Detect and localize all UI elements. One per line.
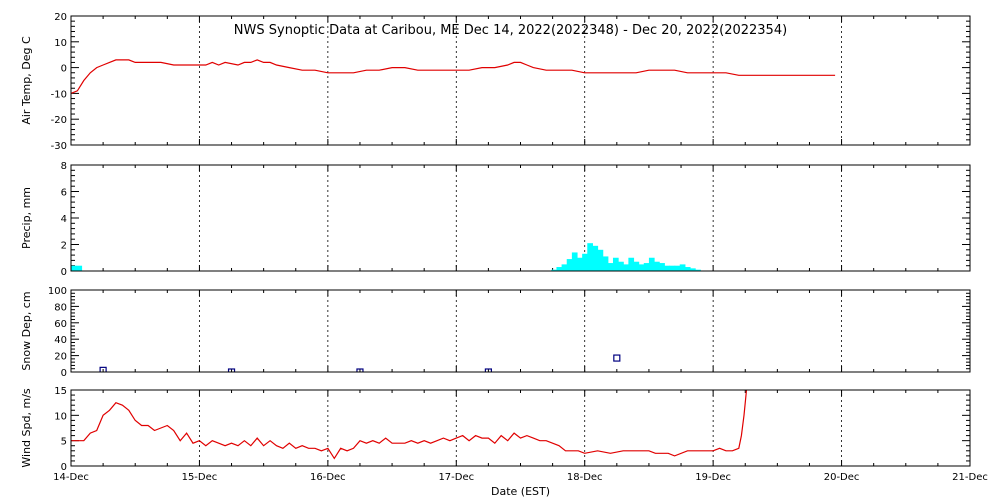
air-temp-panel: -30 -20 -10 0 10 20 Air Temp, Deg C bbox=[20, 12, 971, 152]
precip-bar bbox=[577, 257, 583, 271]
precip-bar bbox=[684, 267, 691, 271]
precip-bar bbox=[654, 261, 660, 271]
precip-bar bbox=[664, 265, 671, 271]
precip-bar bbox=[659, 263, 665, 271]
precip-bar bbox=[561, 264, 568, 271]
precip-bar bbox=[638, 264, 645, 271]
air-temp-frame bbox=[70, 15, 971, 146]
precip-bar bbox=[602, 256, 609, 271]
y-tick-label: 6 bbox=[61, 188, 67, 199]
chart-title: NWS Synoptic Data at Caribou, ME Dec 14,… bbox=[234, 23, 787, 38]
precip-bar bbox=[592, 245, 599, 271]
y-tick-label: 5 bbox=[61, 437, 67, 448]
x-tick-label: 15-Dec bbox=[182, 472, 218, 483]
precip-bar bbox=[76, 265, 83, 271]
air-temp-data bbox=[71, 59, 836, 94]
precip-bar bbox=[551, 269, 558, 271]
y-tick-label: 20 bbox=[54, 352, 67, 363]
y-tick-label: 40 bbox=[54, 335, 67, 346]
wind-speed-line bbox=[71, 390, 748, 460]
precip-bar bbox=[597, 249, 604, 271]
snow-depth-data bbox=[99, 354, 621, 372]
y-axis-title: Snow Dep, cm bbox=[20, 291, 33, 370]
precip-bar bbox=[643, 263, 650, 271]
precip-bar bbox=[618, 261, 624, 271]
y-tick-label: 0 bbox=[61, 462, 67, 473]
x-tick-label: 18-Dec bbox=[567, 472, 603, 483]
x-tick-label: 21-Dec bbox=[952, 472, 988, 483]
x-tick-label: 16-Dec bbox=[310, 472, 346, 483]
snow-depth-panel: 0 20 40 60 80 100 Snow Dep, cm bbox=[20, 286, 971, 379]
y-tick-label: 60 bbox=[54, 319, 67, 330]
y-tick-label: 10 bbox=[54, 411, 67, 422]
precip-bar bbox=[556, 267, 563, 271]
precip-bar bbox=[669, 265, 676, 271]
snow-depth-point bbox=[484, 368, 492, 372]
y-tick-label: 0 bbox=[61, 368, 67, 379]
wind-speed-frame bbox=[70, 389, 971, 467]
wind-speed-panel: 0 5 10 15 Wind Spd, m/s bbox=[20, 386, 971, 473]
precip-bar bbox=[628, 257, 635, 271]
x-tick-label: 14-Dec bbox=[53, 472, 89, 483]
y-axis-title: Precip, mm bbox=[20, 187, 33, 249]
snow-depth-frame bbox=[70, 289, 971, 373]
snow-depth-point bbox=[99, 366, 107, 372]
y-tick-label: 20 bbox=[54, 12, 67, 23]
precip-bar bbox=[623, 264, 629, 271]
precip-bar bbox=[679, 264, 686, 271]
precip-bar bbox=[607, 263, 614, 271]
snow-depth-point bbox=[613, 354, 621, 362]
precip-panel: 0 2 4 6 8 Precip, mm bbox=[20, 161, 971, 278]
y-tick-label: -20 bbox=[51, 115, 67, 126]
y-tick-label: 2 bbox=[61, 241, 67, 252]
precip-bar bbox=[648, 257, 655, 271]
precip-bar bbox=[571, 252, 578, 271]
y-tick-label: 0 bbox=[61, 64, 67, 75]
y-tick-label: 4 bbox=[61, 214, 67, 225]
y-tick-label: 80 bbox=[54, 302, 67, 313]
y-tick-label: -30 bbox=[51, 141, 67, 152]
x-tick-label: 19-Dec bbox=[695, 472, 731, 483]
y-tick-label: 8 bbox=[61, 161, 67, 172]
y-tick-label: 0 bbox=[61, 267, 67, 278]
y-tick-label: -10 bbox=[51, 89, 67, 100]
precip-bar bbox=[587, 243, 593, 271]
precip-bar bbox=[695, 269, 701, 271]
precip-bar bbox=[612, 257, 619, 271]
precip-bar bbox=[582, 253, 588, 271]
x-axis-title: Date (EST) bbox=[491, 485, 550, 498]
precip-frame bbox=[70, 164, 971, 272]
y-axis-title: Air Temp, Deg C bbox=[20, 36, 33, 125]
x-tick-label: 20-Dec bbox=[824, 472, 860, 483]
precip-bar bbox=[71, 265, 77, 271]
snow-depth-point bbox=[356, 368, 364, 372]
air-temp-line bbox=[71, 59, 836, 94]
precip-bar bbox=[633, 261, 640, 271]
precip-bar bbox=[566, 259, 573, 271]
precip-bar bbox=[674, 265, 681, 271]
chart-panels: -30 -20 -10 0 10 20 Air Temp, Deg C 0 2 4 6 8 Precip… bbox=[20, 12, 988, 483]
precip-data bbox=[71, 243, 701, 271]
snow-depth-point bbox=[227, 368, 236, 372]
precip-bar bbox=[690, 268, 696, 271]
y-tick-label: 100 bbox=[48, 286, 67, 297]
wind-speed-data bbox=[71, 390, 748, 460]
x-tick-label: 17-Dec bbox=[438, 472, 474, 483]
y-tick-label: 10 bbox=[54, 38, 67, 49]
y-axis-title: Wind Spd, m/s bbox=[20, 388, 33, 468]
y-tick-label: 15 bbox=[54, 386, 67, 397]
